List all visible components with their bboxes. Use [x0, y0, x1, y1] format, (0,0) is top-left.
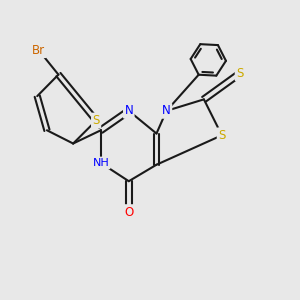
Text: O: O [124, 206, 134, 219]
Text: Br: Br [32, 44, 45, 57]
Text: N: N [162, 104, 171, 117]
Text: S: S [218, 129, 226, 142]
Text: N: N [124, 104, 133, 117]
Text: S: S [236, 67, 244, 80]
Text: S: S [92, 114, 100, 127]
Text: NH: NH [92, 158, 109, 168]
